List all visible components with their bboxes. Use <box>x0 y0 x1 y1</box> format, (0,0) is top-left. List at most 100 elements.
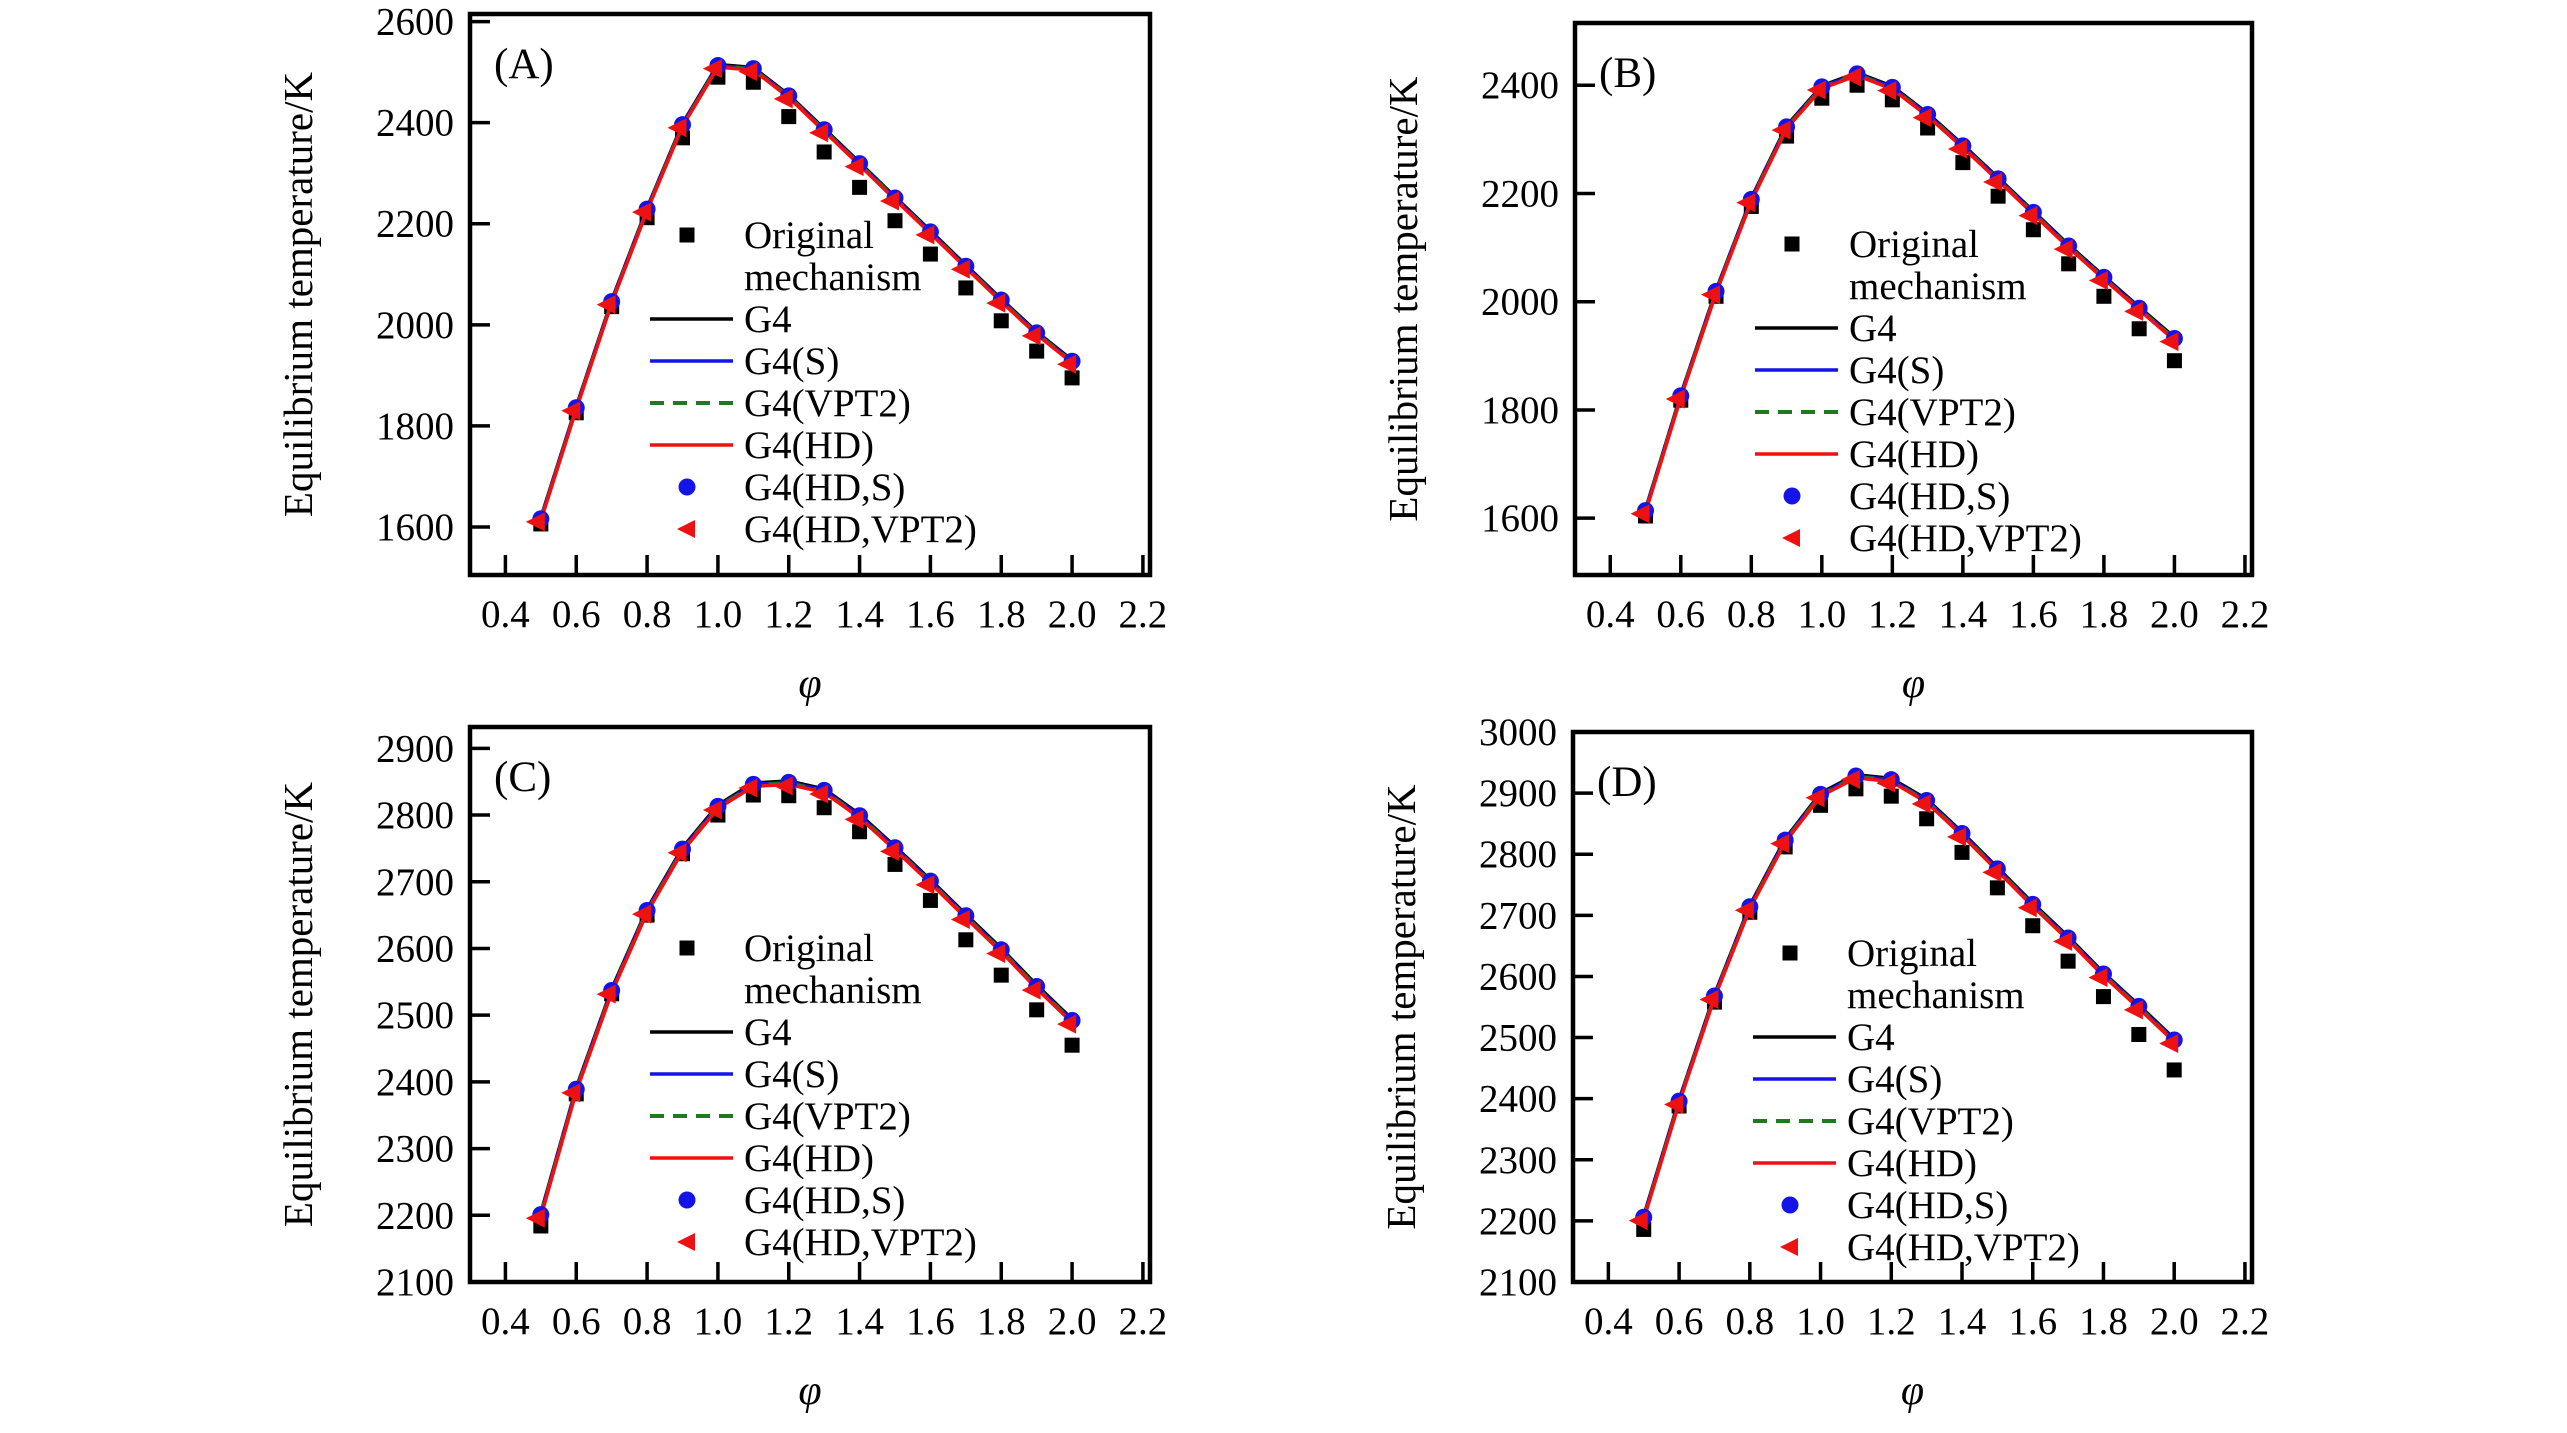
x-tick-label: 1.2 <box>1867 1300 1916 1343</box>
x-tick-label: 1.4 <box>835 1300 884 1343</box>
y-axis-title: Equilibrium temperature/K <box>1380 76 1426 522</box>
x-tick-label: 1.0 <box>1797 593 1846 636</box>
original-mechanism-point <box>1990 188 2006 204</box>
legend-label: G4(HD,S) <box>1849 475 2010 518</box>
g4hdvpt2-point <box>702 59 722 79</box>
chart-a: 1600 1800 2000 2200 2400 2600 0.4 0.6 0.8 1.0 1.2 1… <box>275 1 1168 707</box>
g4hdvpt2-point <box>986 293 1006 313</box>
original-mechanism-point <box>2060 953 2076 969</box>
x-tick-label: 0.8 <box>623 593 672 636</box>
y-axis-title: Equilibrium temperature/K <box>275 72 321 518</box>
g4hdvpt2-point <box>809 784 829 804</box>
x-tick-label: 2.0 <box>2150 1300 2199 1343</box>
x-tick-label: 1.6 <box>2009 593 2058 636</box>
g4hd-line <box>539 782 1074 1218</box>
legend-label: G4(VPT2) <box>1847 1100 2014 1143</box>
x-tick-label: 1.0 <box>694 593 743 636</box>
y-tick-label: 2200 <box>1481 172 1559 215</box>
g4hdvpt2-point <box>738 62 758 82</box>
legend-label: G4(HD,VPT2) <box>744 1221 977 1264</box>
x-tick-label: 2.2 <box>2221 1300 2270 1343</box>
panel-label: (B) <box>1599 50 1656 97</box>
legend-label: Original <box>1847 932 1977 975</box>
original-mechanism-point <box>958 932 974 948</box>
x-tick-label: 1.8 <box>2080 593 2129 636</box>
x-axis-title: φ <box>798 1368 821 1414</box>
x-axis-title: φ <box>1901 1368 1924 1414</box>
legend-label: G4(S) <box>1847 1058 1942 1101</box>
g4hdvpt2-point <box>915 225 935 245</box>
g4hdvpt2-point <box>809 123 829 143</box>
y-tick-label: 2600 <box>376 1 454 44</box>
panel-label: (A) <box>494 41 554 88</box>
x-tick-label: 1.6 <box>2008 1300 2057 1343</box>
x-tick-label: 1.8 <box>977 593 1026 636</box>
original-mechanism-point <box>1029 343 1045 359</box>
g4hdvpt2-point <box>2159 332 2179 352</box>
panel-c: 2100 2200 2300 2400 2500 2600 2700 2800 2900 0.4 0… <box>0 717 1283 1433</box>
g4hdvpt2-point <box>2088 271 2108 291</box>
legend-label: mechanism <box>744 256 922 299</box>
g4hdvpt2-point <box>1665 389 1685 409</box>
original-mechanism-point <box>2025 918 2041 934</box>
legend: OriginalmechanismG4G4(S)G4(VPT2)G4(HD)G4… <box>1755 223 2082 560</box>
y-tick-label: 2400 <box>1481 64 1559 107</box>
g4hdvpt2-point <box>1734 900 1754 920</box>
x-tick-label: 2.2 <box>1119 593 1168 636</box>
legend-label: Original <box>744 927 874 970</box>
y-tick-label: 2100 <box>376 1261 454 1304</box>
plot-frame <box>467 11 1153 578</box>
y-tick-label: 2300 <box>1479 1139 1557 1182</box>
g4hdvpt2-point <box>1947 139 1967 159</box>
g4hdvpt2-point <box>1842 67 1862 87</box>
x-tick-label: 2.2 <box>2221 593 2270 636</box>
g4hdvpt2-point <box>1983 172 2003 192</box>
g4hd-line <box>539 65 1074 521</box>
y-tick-label: 2500 <box>376 994 454 1037</box>
chart-d: 2100 2200 2300 2400 2500 2600 2700 2800 2900 3000… <box>1378 717 2270 1414</box>
x-tick-label: 1.2 <box>764 593 813 636</box>
legend-label: G4 <box>744 298 792 341</box>
g4hdvpt2-point <box>2053 239 2073 259</box>
legend-label: G4(VPT2) <box>744 382 911 425</box>
g4hdvpt2-point <box>632 202 652 222</box>
x-tick-label: 0.4 <box>1584 1300 1633 1343</box>
legend-label: mechanism <box>744 969 922 1012</box>
x-tick-label: 1.4 <box>1938 1300 1987 1343</box>
g4hdvpt2-point <box>632 904 652 924</box>
x-tick-label: 2.0 <box>1048 1300 1097 1343</box>
g4hdvpt2-point <box>1912 108 1932 128</box>
y-tick-label: 2500 <box>1479 1017 1557 1060</box>
g4hdvpt2-point <box>1628 1211 1648 1231</box>
y-tick-label: 2000 <box>1481 281 1559 324</box>
legend-label: G4 <box>1847 1016 1895 1059</box>
g4hdvpt2-point <box>2088 967 2108 987</box>
original-mechanism-point <box>1064 370 1080 386</box>
original-mechanism-point <box>816 800 832 816</box>
x-tick-label: 2.0 <box>1048 593 1097 636</box>
x-axis-title: φ <box>1902 661 1925 707</box>
legend-label: G4(HD,VPT2) <box>744 508 977 551</box>
g4hdvpt2-point <box>2123 1000 2143 1020</box>
original-mechanism-point <box>1919 811 1935 827</box>
legend-label: mechanism <box>1847 974 2025 1017</box>
g4hdvpt2-point <box>561 1083 581 1103</box>
g4hdvpt2-point <box>2017 898 2037 918</box>
g4hdvpt2-point <box>1876 773 1896 793</box>
g4hdvpt2-point <box>844 809 864 829</box>
x-tick-label: 2.2 <box>1119 1300 1168 1343</box>
original-mechanism-point <box>2131 1027 2147 1042</box>
panel-a: 1600 1800 2000 2200 2400 2600 0.4 0.6 0.8 1.0 1.2 1… <box>0 0 1283 716</box>
y-tick-label: 2600 <box>1479 955 1557 998</box>
original-mechanism-point <box>1955 155 1971 171</box>
g4hdvpt2-point <box>915 875 935 895</box>
x-tick-label: 1.6 <box>906 1300 955 1343</box>
y-tick-label: 1600 <box>376 506 454 549</box>
x-tick-label: 1.8 <box>2079 1300 2128 1343</box>
original-mechanism-point <box>887 213 903 229</box>
g4hdvpt2-point <box>1947 827 1967 847</box>
original-mechanism-point <box>2096 288 2112 304</box>
legend-label: G4(S) <box>1849 349 1944 392</box>
legend-label: G4(HD,S) <box>744 466 905 509</box>
x-tick-label: 1.2 <box>1868 593 1917 636</box>
